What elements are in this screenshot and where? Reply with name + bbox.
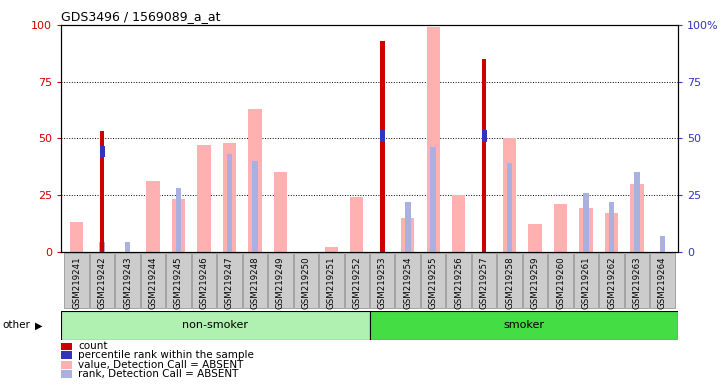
Bar bbox=[350, 197, 363, 252]
Bar bbox=[599, 253, 624, 308]
Text: GSM219260: GSM219260 bbox=[556, 256, 565, 309]
Bar bbox=[99, 146, 105, 157]
Bar bbox=[660, 236, 665, 252]
Text: GSM219261: GSM219261 bbox=[582, 256, 590, 309]
Bar bbox=[243, 253, 267, 308]
Bar bbox=[380, 41, 384, 252]
Bar bbox=[61, 342, 72, 350]
Text: smoker: smoker bbox=[503, 320, 544, 331]
Text: ▶: ▶ bbox=[35, 320, 42, 331]
Bar bbox=[198, 145, 211, 252]
Bar bbox=[380, 130, 385, 142]
Text: GSM219253: GSM219253 bbox=[378, 256, 386, 309]
Text: GSM219251: GSM219251 bbox=[327, 256, 336, 309]
Bar bbox=[324, 247, 338, 252]
Bar bbox=[503, 138, 516, 252]
Bar bbox=[528, 224, 541, 252]
Text: rank, Detection Call = ABSENT: rank, Detection Call = ABSENT bbox=[79, 369, 239, 379]
Text: GSM219243: GSM219243 bbox=[123, 256, 132, 309]
Bar bbox=[625, 253, 649, 308]
Text: GSM219264: GSM219264 bbox=[658, 256, 667, 309]
Bar bbox=[482, 59, 487, 252]
Bar bbox=[472, 253, 496, 308]
Bar bbox=[64, 253, 89, 308]
Bar bbox=[293, 253, 318, 308]
Bar bbox=[61, 311, 370, 340]
Bar bbox=[630, 184, 644, 252]
Bar bbox=[61, 351, 72, 359]
Bar bbox=[345, 253, 369, 308]
Text: GSM219252: GSM219252 bbox=[353, 256, 361, 309]
Text: non-smoker: non-smoker bbox=[182, 320, 249, 331]
Text: GSM219247: GSM219247 bbox=[225, 256, 234, 309]
Bar bbox=[430, 147, 436, 252]
Bar bbox=[583, 193, 589, 252]
Bar bbox=[523, 253, 547, 308]
Bar bbox=[421, 253, 446, 308]
Text: GSM219241: GSM219241 bbox=[72, 256, 81, 309]
Bar bbox=[125, 242, 131, 252]
Bar bbox=[167, 253, 190, 308]
Bar bbox=[146, 181, 159, 252]
Bar bbox=[482, 130, 487, 142]
Bar bbox=[176, 188, 181, 252]
Text: GSM219263: GSM219263 bbox=[632, 256, 642, 309]
Text: GSM219257: GSM219257 bbox=[479, 256, 489, 309]
Bar bbox=[427, 27, 440, 252]
Text: GSM219255: GSM219255 bbox=[429, 256, 438, 309]
Bar bbox=[609, 202, 614, 252]
Text: GSM219245: GSM219245 bbox=[174, 256, 183, 309]
Bar bbox=[99, 131, 105, 252]
Bar bbox=[497, 253, 522, 308]
Text: other: other bbox=[2, 320, 30, 331]
Bar bbox=[90, 253, 114, 308]
Text: GSM219254: GSM219254 bbox=[403, 256, 412, 309]
Text: GSM219250: GSM219250 bbox=[301, 256, 310, 309]
Text: GSM219248: GSM219248 bbox=[250, 256, 260, 309]
Text: percentile rank within the sample: percentile rank within the sample bbox=[79, 350, 255, 360]
Bar bbox=[634, 172, 640, 252]
Bar bbox=[274, 172, 287, 252]
Bar bbox=[554, 204, 567, 252]
Bar bbox=[61, 361, 72, 369]
Bar bbox=[446, 253, 471, 308]
Bar bbox=[223, 143, 236, 252]
Bar bbox=[99, 242, 105, 252]
Text: GSM219249: GSM219249 bbox=[276, 256, 285, 309]
Text: GSM219262: GSM219262 bbox=[607, 256, 616, 309]
Text: GSM219259: GSM219259 bbox=[531, 256, 539, 309]
Text: GSM219246: GSM219246 bbox=[200, 256, 208, 309]
Bar bbox=[650, 253, 675, 308]
Text: GSM219258: GSM219258 bbox=[505, 256, 514, 309]
Bar bbox=[370, 253, 394, 308]
Bar bbox=[217, 253, 242, 308]
Bar bbox=[370, 311, 678, 340]
Text: GSM219256: GSM219256 bbox=[454, 256, 463, 309]
Bar bbox=[141, 253, 165, 308]
Bar bbox=[580, 209, 593, 252]
Text: value, Detection Call = ABSENT: value, Detection Call = ABSENT bbox=[79, 360, 244, 370]
Text: GDS3496 / 1569089_a_at: GDS3496 / 1569089_a_at bbox=[61, 10, 221, 23]
Bar bbox=[605, 213, 618, 252]
Bar bbox=[396, 253, 420, 308]
Bar bbox=[574, 253, 598, 308]
Bar bbox=[507, 163, 513, 252]
Text: GSM219242: GSM219242 bbox=[97, 256, 107, 309]
Bar bbox=[115, 253, 140, 308]
Bar bbox=[452, 195, 465, 252]
Bar bbox=[252, 161, 257, 252]
Bar bbox=[61, 370, 72, 378]
Bar bbox=[401, 217, 415, 252]
Text: count: count bbox=[79, 341, 108, 351]
Bar bbox=[549, 253, 572, 308]
Bar bbox=[248, 109, 262, 252]
Bar bbox=[172, 199, 185, 252]
Text: GSM219244: GSM219244 bbox=[149, 256, 157, 309]
Bar bbox=[192, 253, 216, 308]
Bar bbox=[319, 253, 343, 308]
Bar bbox=[268, 253, 293, 308]
Bar bbox=[226, 154, 232, 252]
Bar bbox=[405, 202, 410, 252]
Bar bbox=[70, 222, 83, 252]
